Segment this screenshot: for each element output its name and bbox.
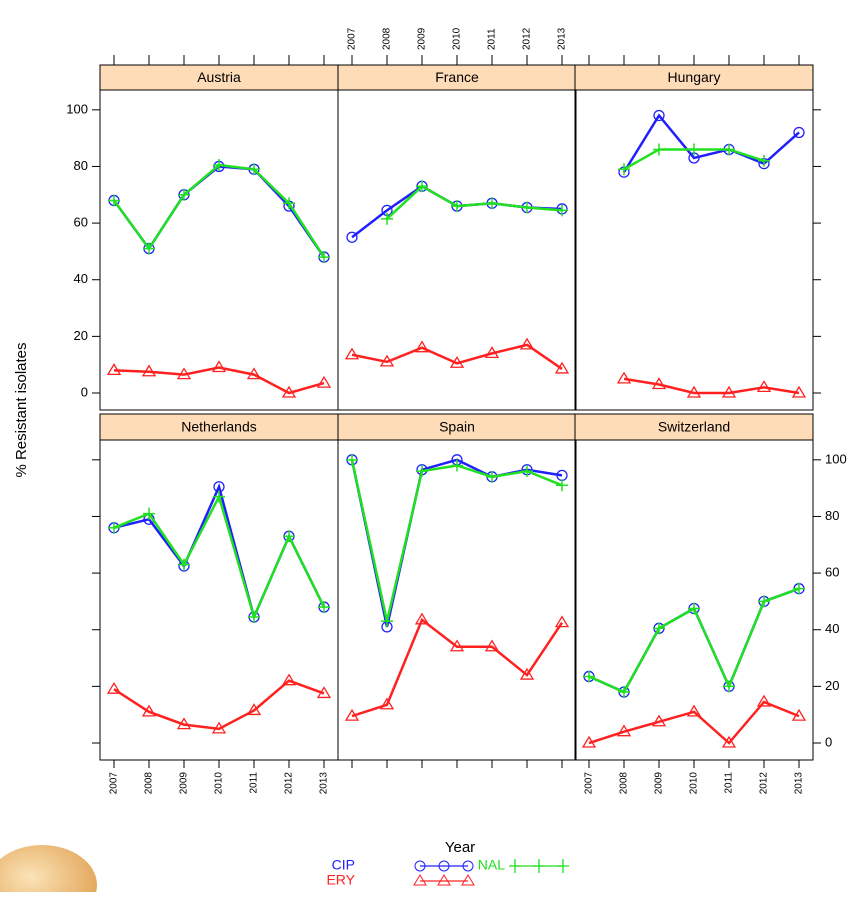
x-tick-label: 2013 (557, 27, 568, 50)
y-tick-label: 20 (74, 328, 88, 343)
x-tick-label: 2010 (214, 772, 225, 795)
point (318, 377, 330, 387)
legend-marker (438, 875, 450, 885)
point (318, 601, 330, 613)
point (486, 471, 498, 483)
panel-title: Austria (197, 69, 241, 85)
legend-marker (414, 875, 426, 885)
series-line (624, 379, 799, 393)
y-tick-label: 40 (74, 271, 88, 286)
x-tick-label: 2012 (759, 772, 770, 795)
y-tick-label: 60 (74, 215, 88, 230)
y-tick-label: 80 (74, 158, 88, 173)
x-axis-label: Year (445, 839, 475, 856)
y-tick-label: 80 (825, 508, 839, 523)
panel (575, 90, 813, 410)
series-line (352, 620, 562, 716)
panel-title: France (435, 69, 479, 85)
point (521, 202, 533, 214)
panel-title: Spain (439, 419, 475, 435)
x-tick-label: 2010 (689, 772, 700, 795)
x-tick-label: 2007 (584, 772, 595, 795)
x-tick-label: 2008 (144, 772, 155, 795)
point (283, 530, 295, 542)
x-tick-label: 2010 (452, 27, 463, 50)
legend-marker (557, 859, 569, 873)
point (793, 583, 805, 595)
legend-label: NAL (478, 857, 505, 873)
point (556, 617, 568, 627)
point (688, 602, 700, 614)
panel (338, 440, 576, 760)
panel-title: Switzerland (658, 419, 730, 435)
series-line (352, 460, 562, 621)
point (486, 197, 498, 209)
point (723, 680, 735, 692)
x-tick-label: 2008 (382, 27, 393, 50)
panel-title: Netherlands (181, 419, 257, 435)
series-line (114, 487, 324, 617)
point (346, 349, 358, 359)
y-tick-label: 20 (825, 678, 839, 693)
x-tick-label: 2009 (179, 772, 190, 795)
y-tick-label: 100 (825, 451, 847, 466)
x-tick-label: 2007 (347, 27, 358, 50)
legend-marker (509, 859, 521, 873)
y-tick-label: 0 (825, 734, 832, 749)
point (723, 143, 735, 155)
point (108, 522, 120, 534)
point (346, 454, 358, 466)
point (618, 686, 630, 698)
legend-marker (533, 859, 545, 873)
y-tick-label: 60 (825, 565, 839, 580)
legend-marker (462, 875, 474, 885)
x-tick-label: 2013 (794, 772, 805, 795)
x-tick-label: 2011 (249, 772, 260, 794)
point (653, 143, 665, 155)
point (758, 595, 770, 607)
decoration (0, 845, 97, 892)
chart: % Resistant isolates Year Austria France H… (0, 0, 864, 892)
y-tick-label: 0 (81, 384, 88, 399)
point (583, 670, 595, 682)
x-tick-label: 2007 (109, 772, 120, 795)
series-line (624, 115, 799, 172)
x-tick-label: 2009 (417, 27, 428, 50)
point (248, 611, 260, 623)
y-axis-label: % Resistant isolates (13, 342, 30, 477)
panel-title: Hungary (668, 69, 721, 85)
x-tick-label: 2011 (724, 772, 735, 794)
y-tick-label: 40 (825, 621, 839, 636)
legend-label: ERY (326, 872, 355, 888)
point (556, 479, 568, 491)
x-tick-label: 2012 (522, 27, 533, 50)
x-tick-label: 2012 (284, 772, 295, 795)
series-line (114, 497, 324, 617)
point (618, 373, 630, 383)
x-tick-label: 2009 (654, 772, 665, 795)
legend-label: CIP (332, 857, 355, 873)
x-tick-label: 2013 (319, 772, 330, 795)
point (653, 622, 665, 634)
x-tick-label: 2011 (487, 28, 498, 50)
point (451, 200, 463, 212)
y-tick-label: 100 (66, 101, 88, 116)
series-line (589, 702, 799, 743)
x-tick-label: 2008 (619, 772, 630, 795)
